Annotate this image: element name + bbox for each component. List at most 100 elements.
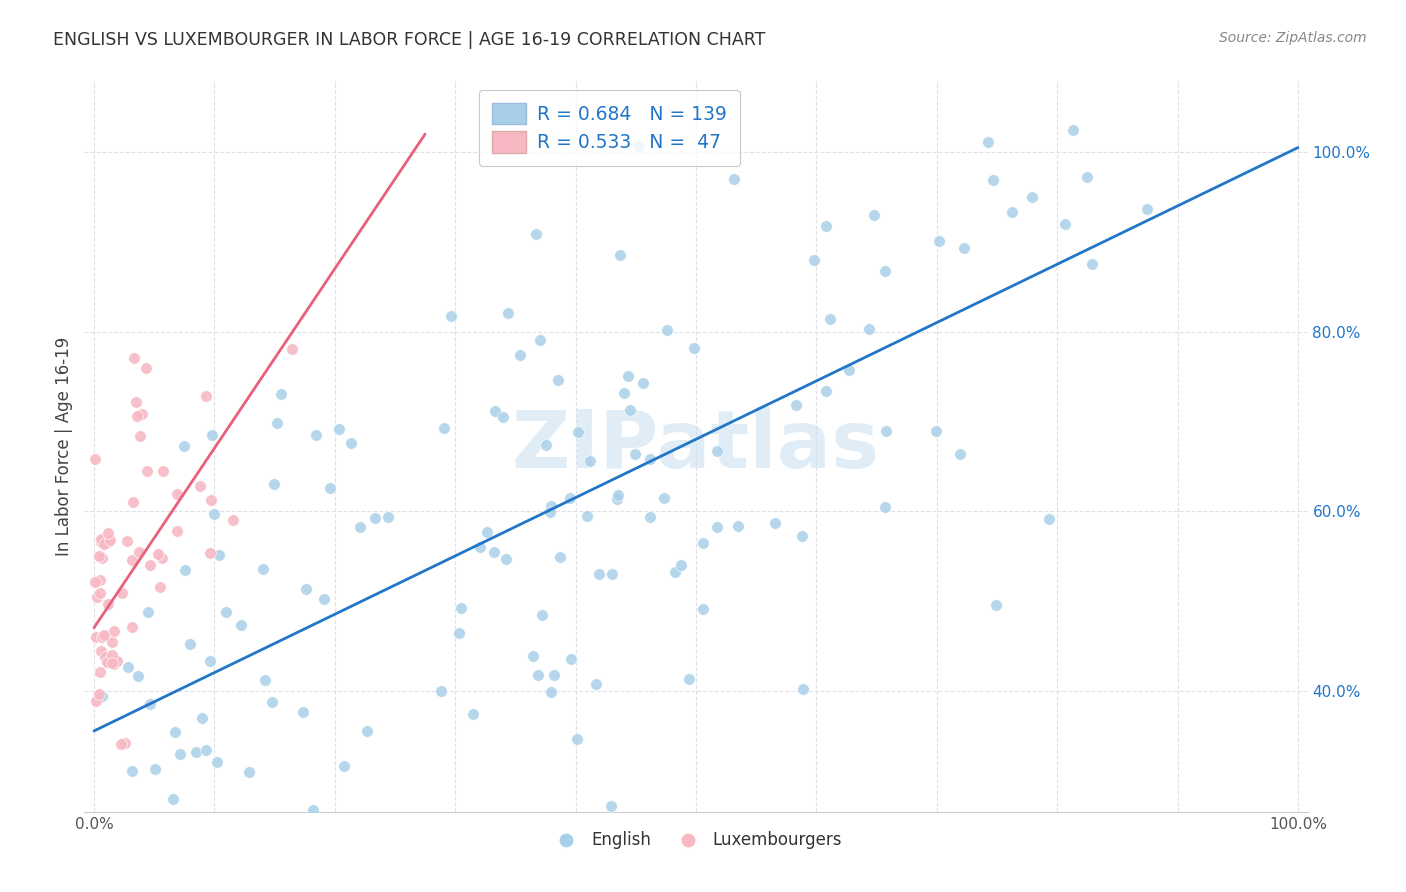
Point <box>377 510 399 524</box>
Point <box>83 451 105 466</box>
Point <box>138 558 160 573</box>
Point <box>543 668 565 682</box>
Point <box>90 532 112 546</box>
Point <box>655 323 678 337</box>
Point <box>231 617 253 632</box>
Point <box>305 428 328 442</box>
Point <box>124 394 146 409</box>
Point <box>633 376 655 390</box>
Point <box>319 481 342 495</box>
Point <box>198 654 221 668</box>
Point <box>89 586 111 600</box>
Point <box>139 697 162 711</box>
Point <box>302 804 325 818</box>
Point <box>221 513 243 527</box>
Point <box>600 566 623 581</box>
Point <box>875 264 897 278</box>
Point <box>489 860 512 874</box>
Point <box>527 667 550 681</box>
Point <box>84 630 107 644</box>
Point <box>101 635 124 649</box>
Point <box>1062 122 1084 136</box>
Point <box>89 573 111 587</box>
Point <box>558 491 581 506</box>
Legend: English, Luxembourgers: English, Luxembourgers <box>543 825 849 856</box>
Point <box>143 762 166 776</box>
Point <box>254 673 277 687</box>
Point <box>607 488 630 502</box>
Point <box>790 528 813 542</box>
Point <box>84 693 107 707</box>
Point <box>509 348 531 362</box>
Point <box>103 657 125 672</box>
Point <box>664 565 686 579</box>
Point <box>818 311 841 326</box>
Point <box>110 737 132 751</box>
Point <box>928 235 950 249</box>
Point <box>117 659 139 673</box>
Point <box>166 487 188 501</box>
Point <box>439 310 461 324</box>
Point <box>803 253 825 268</box>
Point <box>238 765 260 780</box>
Point <box>585 677 607 691</box>
Point <box>173 440 195 454</box>
Point <box>1021 189 1043 203</box>
Point <box>262 695 284 709</box>
Text: ENGLISH VS LUXEMBOURGER IN LABOR FORCE | AGE 16-19 CORRELATION CHART: ENGLISH VS LUXEMBOURGER IN LABOR FORCE |… <box>53 31 766 49</box>
Point <box>977 135 1000 149</box>
Point <box>609 248 631 262</box>
Point <box>90 689 112 703</box>
Point <box>619 403 641 417</box>
Point <box>90 551 112 566</box>
Point <box>727 519 749 533</box>
Point <box>90 535 112 549</box>
Point <box>600 798 623 813</box>
Point <box>606 492 628 507</box>
Point <box>792 682 814 697</box>
Point <box>150 550 173 565</box>
Point <box>652 491 675 505</box>
Point <box>205 755 228 769</box>
Point <box>986 599 1008 613</box>
Point <box>186 745 208 759</box>
Point <box>683 341 706 355</box>
Point <box>135 360 157 375</box>
Point <box>84 574 107 589</box>
Point <box>136 606 159 620</box>
Point <box>536 438 558 452</box>
Point <box>547 373 569 387</box>
Point <box>638 510 661 524</box>
Point <box>638 452 661 467</box>
Point <box>149 580 172 594</box>
Point <box>127 669 149 683</box>
Point <box>97 597 120 611</box>
Point <box>121 764 143 779</box>
Point <box>578 454 600 468</box>
Point <box>449 626 471 640</box>
Point <box>815 384 838 398</box>
Point <box>627 139 650 153</box>
Point <box>281 342 304 356</box>
Point <box>93 537 115 551</box>
Point <box>103 624 125 638</box>
Point <box>374 855 396 870</box>
Point <box>875 500 897 514</box>
Point <box>135 465 157 479</box>
Point <box>86 590 108 604</box>
Point <box>100 656 122 670</box>
Point <box>89 665 111 679</box>
Y-axis label: In Labor Force | Age 16-19: In Labor Force | Age 16-19 <box>55 336 73 556</box>
Point <box>692 602 714 616</box>
Point <box>266 416 288 430</box>
Point <box>100 648 122 662</box>
Point <box>91 630 114 644</box>
Point <box>270 387 292 401</box>
Point <box>1038 512 1060 526</box>
Point <box>567 731 589 746</box>
Point <box>195 389 218 403</box>
Point <box>89 644 111 658</box>
Point <box>97 535 120 549</box>
Point <box>139 871 162 886</box>
Point <box>496 305 519 319</box>
